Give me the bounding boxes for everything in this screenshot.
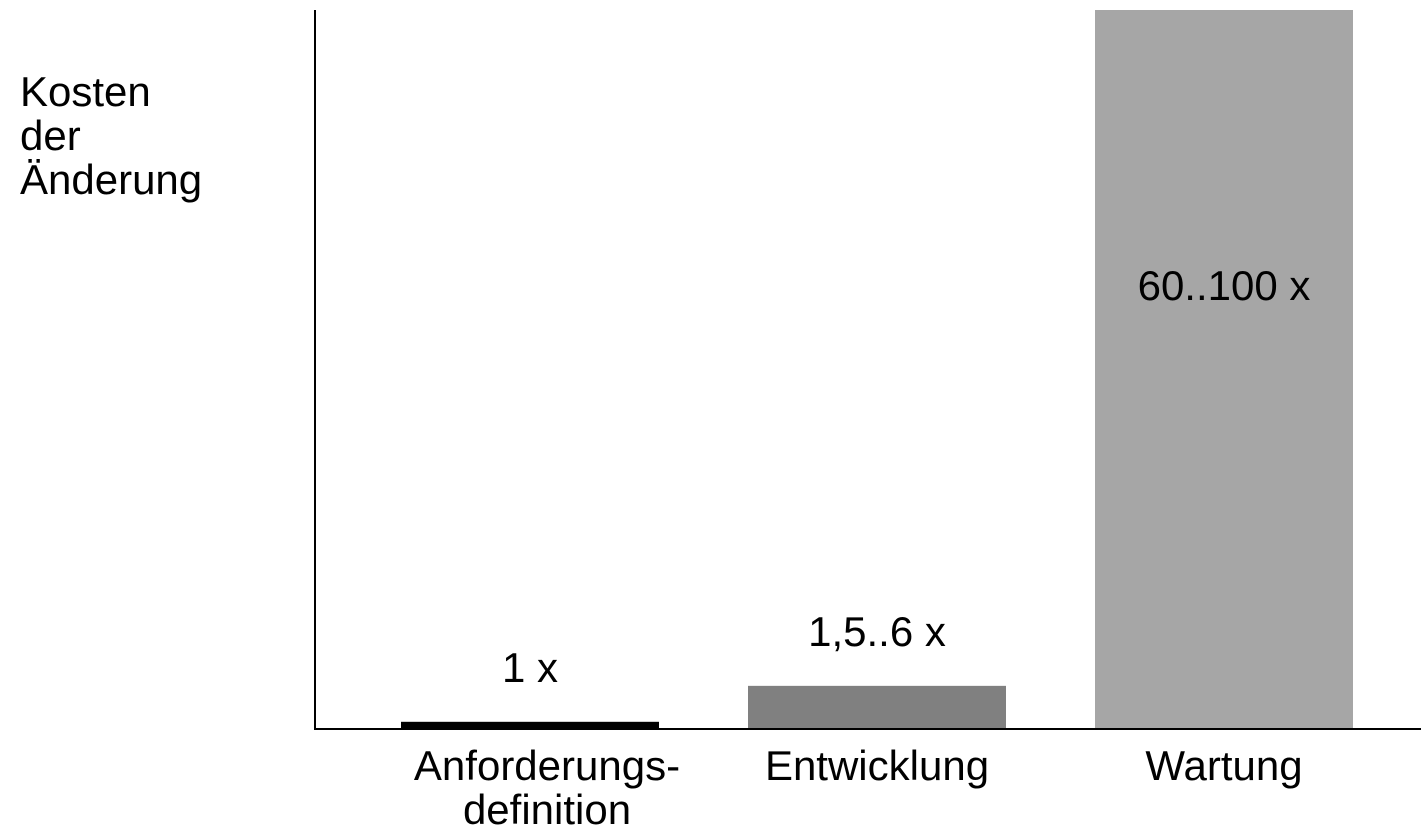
y-axis-label: Kosten der Änderung: [20, 70, 202, 202]
category-label-3-line-1: Wartung: [1145, 742, 1302, 789]
category-label-1-line-2: definition: [463, 786, 631, 832]
category-label-2-line-1: Entwicklung: [765, 742, 989, 789]
data-label-3: 60..100 x: [1138, 262, 1311, 309]
labels-group: 1 x Anforderungs-definition 1,5..6 x Entwic…: [414, 262, 1310, 832]
y-axis-label-line-1: Kosten: [20, 68, 151, 115]
data-label-1: 1 x: [502, 644, 558, 691]
y-axis-label-line-2: der: [20, 112, 81, 159]
bar-1: [401, 721, 659, 729]
y-axis-label-line-3: Änderung: [20, 156, 203, 203]
bar-3: [1095, 10, 1353, 729]
data-label-2: 1,5..6 x: [808, 608, 946, 655]
bars-group: [401, 10, 1353, 729]
category-label-1-line-1: Anforderungs-: [414, 742, 680, 789]
bar-2: [748, 685, 1006, 729]
